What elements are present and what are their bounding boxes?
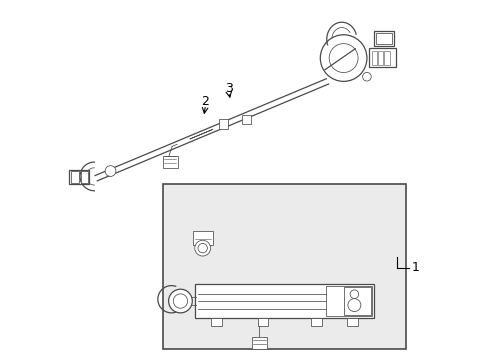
Circle shape [363, 72, 371, 81]
Text: 1: 1 [412, 261, 419, 274]
Circle shape [320, 35, 367, 81]
Text: 2: 2 [201, 95, 210, 108]
Bar [193, 231, 213, 244]
Circle shape [105, 166, 116, 176]
Bar [343, 287, 370, 315]
Circle shape [195, 240, 211, 256]
Bar [371, 51, 377, 64]
Bar [242, 115, 251, 124]
Bar [378, 51, 383, 64]
Circle shape [350, 290, 359, 298]
Text: 3: 3 [225, 82, 233, 95]
Polygon shape [190, 129, 213, 139]
Bar [311, 318, 322, 326]
Circle shape [169, 289, 192, 313]
Bar [258, 318, 269, 326]
Bar [71, 171, 79, 183]
Bar [195, 284, 374, 318]
Circle shape [173, 294, 188, 308]
Circle shape [348, 299, 361, 311]
Bar [219, 119, 228, 129]
Bar [69, 170, 89, 184]
Bar [385, 51, 390, 64]
Bar [163, 184, 406, 348]
Circle shape [329, 44, 358, 72]
Bar [347, 318, 358, 326]
Bar [368, 48, 395, 67]
Bar [211, 318, 221, 326]
Bar [252, 337, 267, 349]
Bar [374, 31, 394, 45]
Circle shape [198, 243, 207, 253]
Bar [81, 171, 88, 183]
Bar [326, 286, 372, 316]
Bar [163, 156, 177, 168]
Bar [376, 33, 392, 44]
